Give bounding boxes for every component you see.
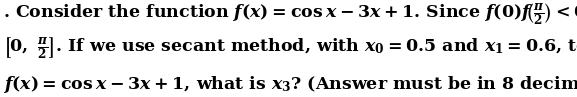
Text: . Consider the function $f(x) = \cos x - 3x + 1$. Since $f(0)f\!\left(\frac{\pi}: . Consider the function $f(x) = \cos x -… — [3, 1, 577, 26]
Text: $\left[0,\ \frac{\pi}{2}\right]$. If we use secant method, with $x_0 = 0.5$ and : $\left[0,\ \frac{\pi}{2}\right]$. If we … — [3, 35, 577, 60]
Text: $f(x) = \cos x - 3x + 1$, what is $x_3$? (Answer must be in 8 decimal places): $f(x) = \cos x - 3x + 1$, what is $x_3$?… — [3, 74, 577, 95]
